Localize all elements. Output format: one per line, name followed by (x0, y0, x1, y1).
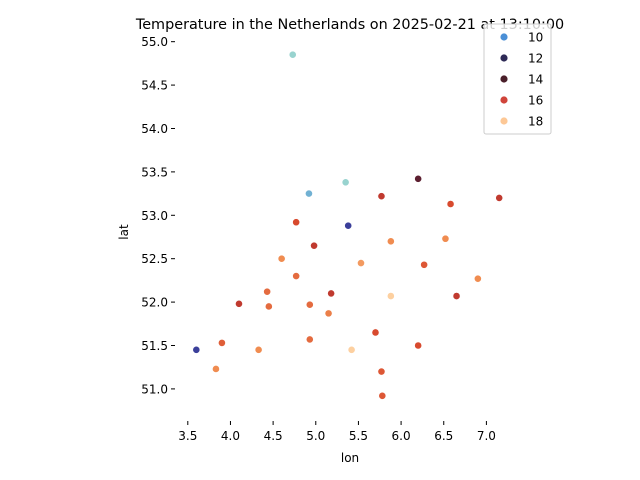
scatter-point (347, 345, 356, 354)
legend-label: 12 (528, 52, 543, 66)
scatter-point (263, 287, 272, 296)
scatter-point (414, 341, 423, 350)
legend-marker (500, 96, 508, 104)
legend-label: 18 (528, 115, 543, 129)
legend-items: 10 12 14 16 18 (500, 31, 543, 129)
scatter-point (495, 194, 504, 202)
scatter-point (371, 328, 380, 337)
y-axis: 51.0 51.5 52.0 52.5 53.0 53.5 54.0 54.5 55.0 (141, 35, 175, 396)
scatter-point (305, 189, 313, 198)
y-tick-label: 52.0 (141, 296, 168, 310)
scatter-point (292, 272, 301, 280)
x-tick-label: 3.5 (178, 429, 197, 443)
legend-marker (500, 33, 508, 41)
x-tick-label: 5.0 (306, 429, 325, 443)
scatter-points (192, 50, 504, 400)
scatter-point (357, 259, 365, 267)
scatter-point (386, 292, 395, 300)
scatter-point (192, 345, 201, 354)
legend-marker (500, 117, 508, 125)
legend-marker (500, 75, 508, 83)
scatter-point (327, 289, 336, 298)
scatter-point (277, 254, 286, 263)
scatter-point (420, 260, 429, 269)
scatter-point (344, 221, 353, 230)
y-tick-label: 55.0 (141, 35, 168, 49)
scatter-point (377, 192, 386, 201)
scatter-point (473, 274, 482, 283)
legend-label: 10 (528, 31, 543, 45)
y-tick-label: 53.5 (141, 165, 168, 179)
x-axis-label: lon (341, 451, 359, 465)
y-tick-label: 51.0 (141, 382, 168, 396)
scatter-point (235, 299, 243, 308)
legend-marker (500, 54, 508, 62)
legend-label: 14 (528, 73, 543, 87)
x-tick-label: 7.0 (477, 429, 496, 443)
scatter-point (264, 302, 273, 311)
scatter-point (288, 50, 297, 59)
legend: 10 12 14 16 18 (483, 23, 552, 135)
scatter-point (378, 391, 387, 400)
scatter-point (254, 345, 263, 354)
legend-label: 16 (528, 94, 543, 108)
scatter-point (341, 178, 350, 187)
y-axis-label: lat (117, 224, 131, 240)
y-tick-label: 51.5 (141, 339, 168, 353)
x-tick-label: 4.5 (264, 429, 283, 443)
scatter-point (377, 367, 386, 376)
y-tick-label: 52.5 (141, 252, 168, 266)
scatter-point (212, 365, 220, 373)
y-tick-label: 54.0 (141, 122, 168, 136)
scatter-point (305, 335, 314, 344)
scatter-point (441, 234, 450, 243)
scatter-point (414, 174, 423, 183)
x-axis: 3.5 4.0 4.5 5.0 5.5 6.0 6.5 7.0 (178, 421, 496, 443)
x-tick-label: 4.0 (221, 429, 240, 443)
scatter-point (324, 309, 333, 318)
chart-title: Temperature in the Netherlands on 2025-0… (135, 17, 564, 33)
x-tick-label: 6.5 (434, 429, 453, 443)
scatter-point (292, 218, 301, 227)
scatter-point (386, 237, 395, 246)
y-tick-label: 54.5 (141, 79, 168, 93)
x-tick-label: 5.5 (349, 429, 368, 443)
scatter-point (452, 292, 461, 300)
y-tick-label: 53.0 (141, 209, 168, 223)
scatter-point (446, 200, 455, 208)
scatter-point (305, 300, 314, 309)
legend-box (483, 23, 552, 135)
scatter-point (310, 241, 318, 250)
scatter-point (218, 338, 226, 347)
x-tick-label: 6.0 (392, 429, 411, 443)
